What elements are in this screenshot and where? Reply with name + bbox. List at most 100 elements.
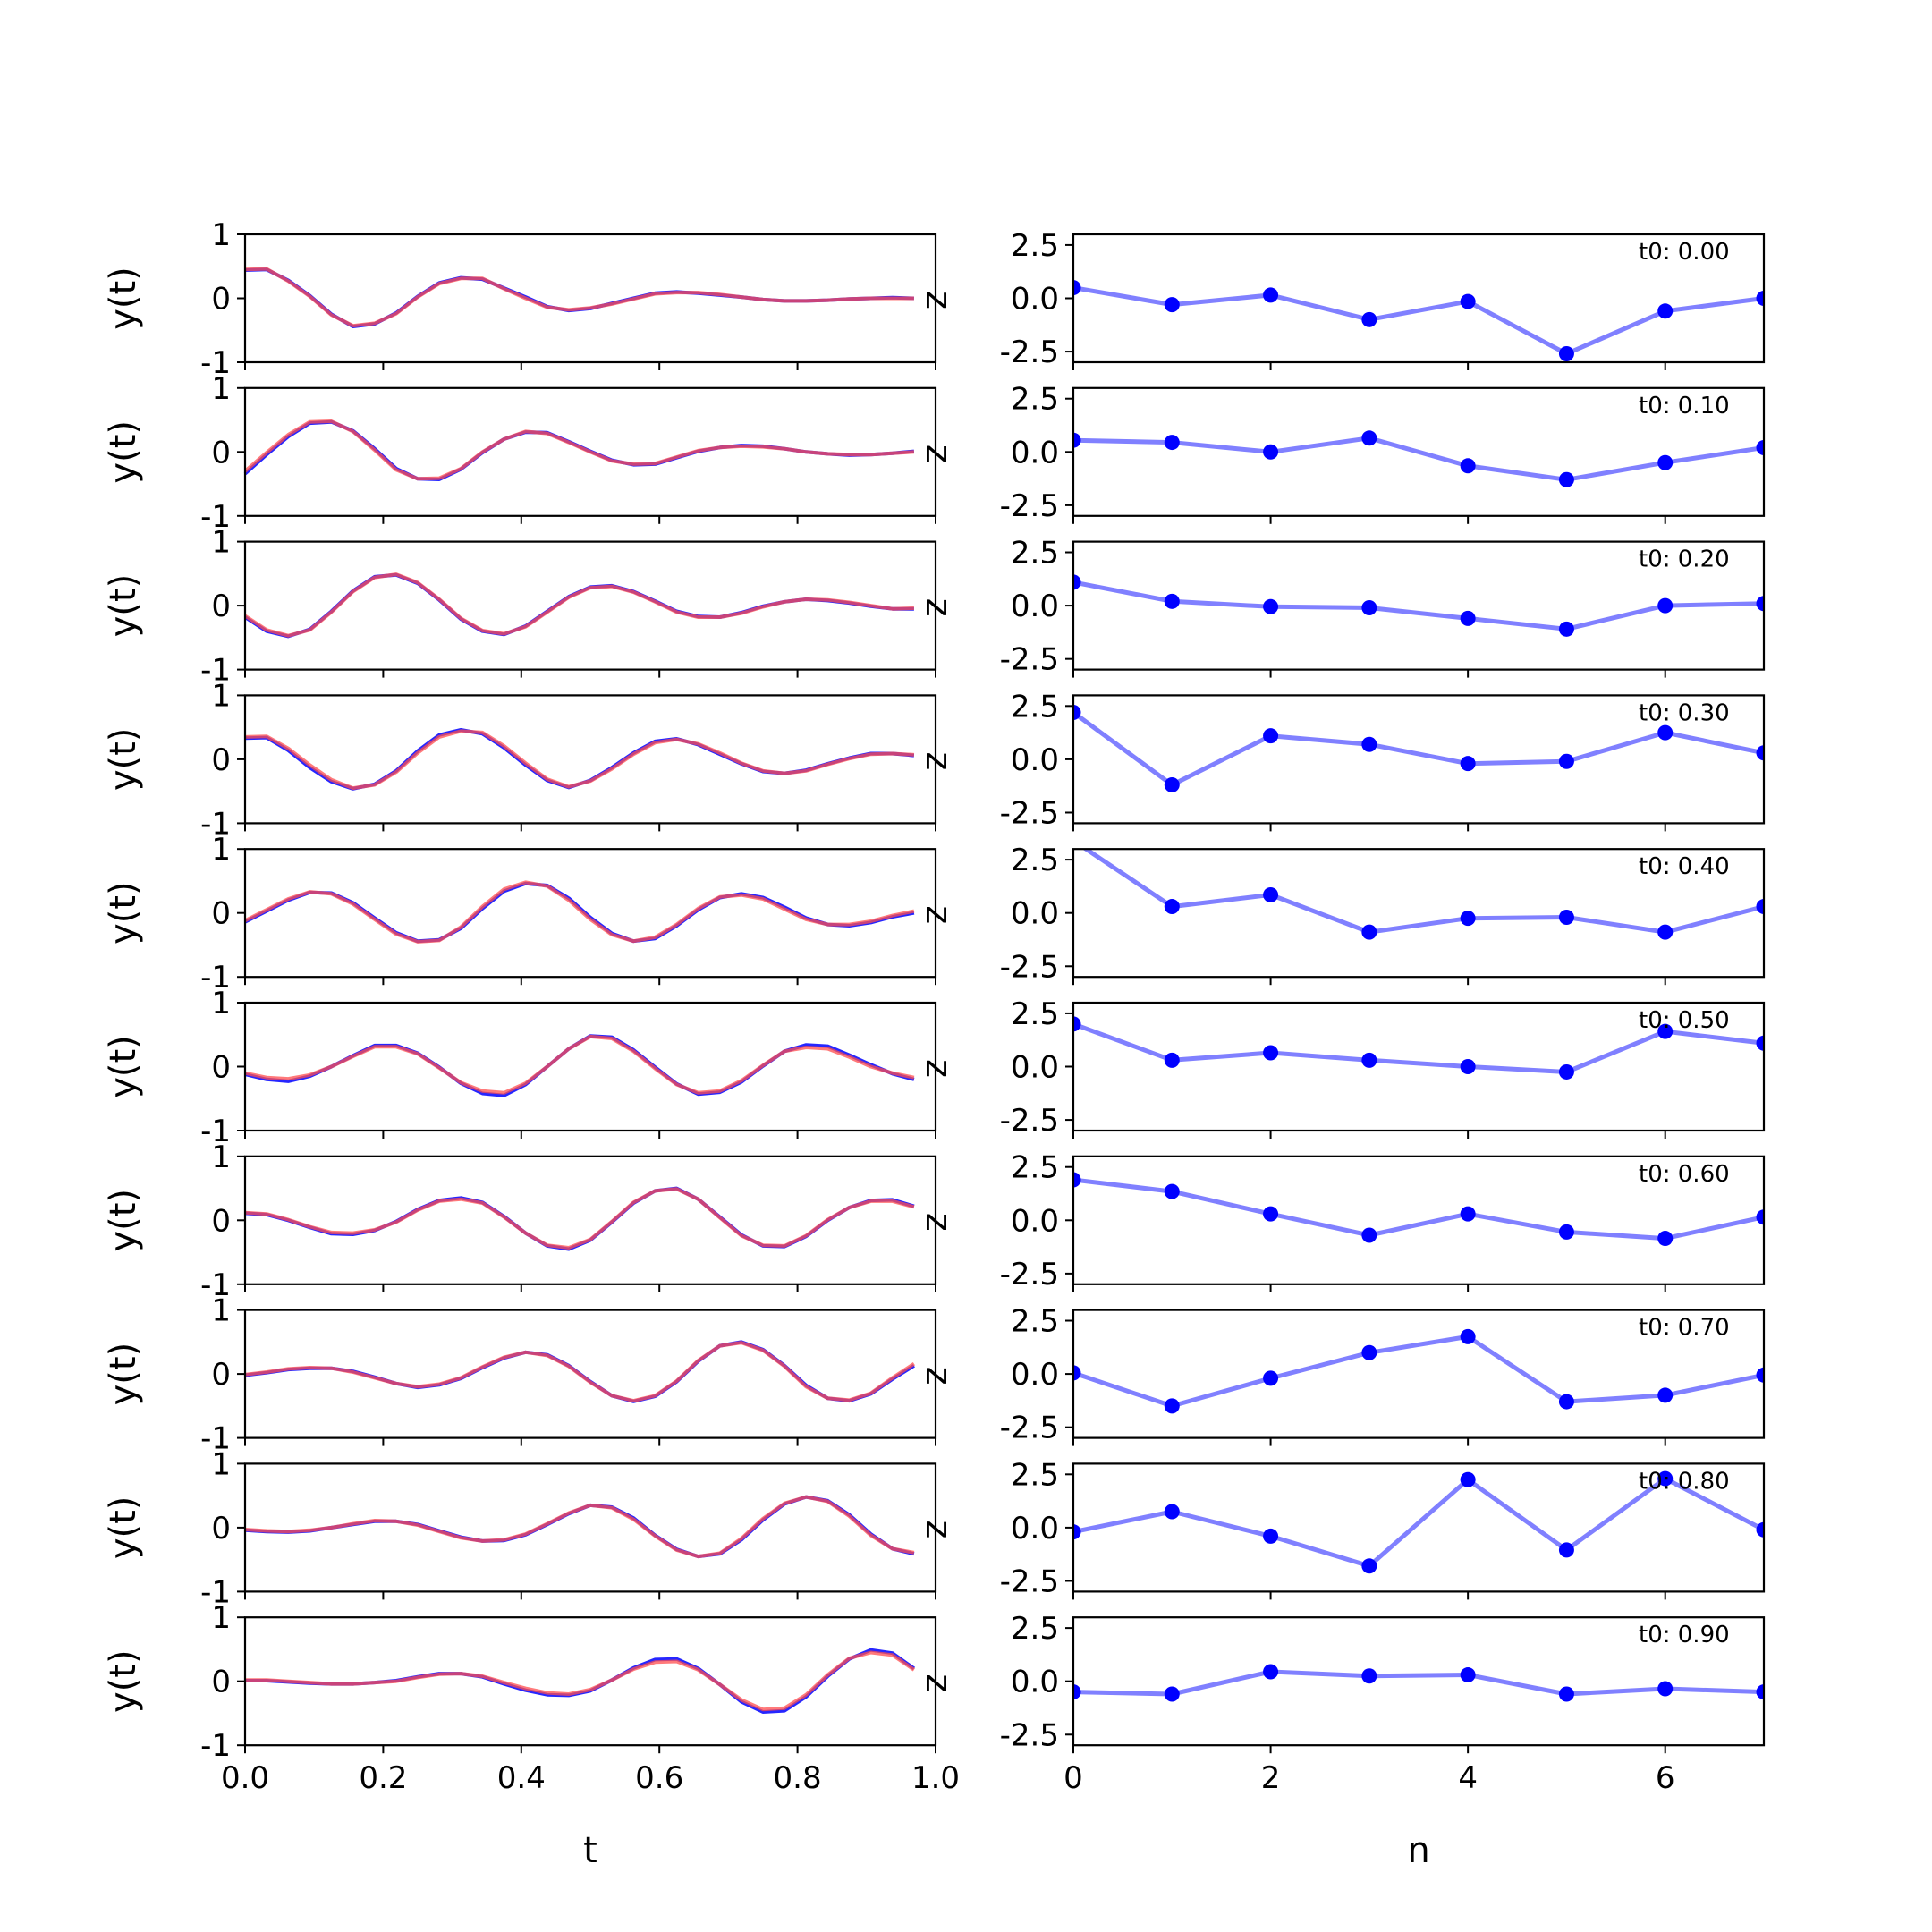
signal-panel-frame	[243, 694, 937, 825]
coefficient-marker	[1756, 1367, 1764, 1383]
y-tick-label: 1	[211, 217, 231, 253]
y-tick-label: -1	[200, 1728, 231, 1764]
t0-annotation: t0: 0.90	[1639, 1622, 1730, 1648]
coefficient-plot-area	[1073, 1016, 1764, 1080]
coefficient-marker	[1263, 287, 1279, 303]
y-tick-label: -2.5	[1000, 949, 1059, 985]
y-tick-label: 2.5	[1011, 689, 1059, 724]
y-axis-label: y(t)	[103, 881, 144, 945]
signal-panel: 1 0 -1 y(t) z	[103, 1140, 959, 1303]
coefficient-marker	[1460, 1471, 1476, 1487]
coefficient-marker	[1361, 736, 1377, 752]
t0-annotation: t0: 0.40	[1639, 853, 1730, 880]
estimate-line	[244, 1341, 915, 1403]
estimate-line	[244, 1187, 915, 1250]
y-tick-label: 0.0	[1011, 589, 1059, 624]
y-tick-label: 0	[211, 589, 231, 624]
coefficient-panel: 2.5 0.0 -2.50 2 4 6 t0: 0.90	[1000, 1611, 1766, 1796]
y-tick-label: 0	[211, 282, 231, 318]
y-tick-label: -2.5	[1000, 1257, 1059, 1292]
coefficient-marker	[1558, 753, 1574, 769]
coefficient-marker	[1657, 1231, 1674, 1247]
coefficient-panel: 2.5 0.0 -2.5 t0: 0.00	[1000, 228, 1766, 370]
y-tick-label: -1	[200, 1574, 231, 1610]
coefficient-plot-area	[1073, 704, 1764, 792]
coefficient-marker	[1657, 454, 1674, 470]
coefficient-marker	[1073, 280, 1081, 296]
y-axis-label: y(t)	[103, 1035, 144, 1098]
y-tick-label: 1	[211, 371, 231, 407]
y-axis-label: y(t)	[103, 1496, 144, 1560]
estimate-line	[244, 1034, 915, 1095]
x-tick-label: 0.6	[635, 1760, 683, 1796]
coefficient-marker	[1657, 1023, 1674, 1039]
signal-panel-frame	[243, 848, 937, 979]
coefficient-marker	[1460, 1328, 1476, 1344]
t0-annotation: t0: 0.50	[1639, 1007, 1730, 1034]
coefficient-marker	[1263, 886, 1279, 902]
y-tick-label: -1	[200, 1421, 231, 1457]
y-tick-label: -1	[200, 1114, 231, 1149]
y-tick-label: -1	[200, 960, 231, 996]
coefficient-marker	[1263, 1664, 1279, 1680]
true-line	[244, 1034, 915, 1097]
coefficient-marker	[1657, 1681, 1674, 1697]
true-line	[243, 572, 914, 639]
y-tick-label: 0	[211, 1357, 231, 1393]
estimate-line	[243, 572, 914, 638]
coefficient-marker	[1263, 1370, 1279, 1386]
coefficient-marker	[1756, 1684, 1764, 1700]
coefficient-line	[1081, 849, 1764, 935]
coefficient-line	[1073, 1334, 1764, 1409]
coefficient-marker	[1164, 1686, 1180, 1702]
coefficient-marker	[1073, 432, 1081, 448]
coefficient-line	[1073, 1669, 1764, 1697]
x-tick-label: 2	[1261, 1760, 1281, 1796]
true-line	[245, 1648, 916, 1714]
y-tick-label: -2.5	[1000, 1717, 1059, 1753]
coefficient-panel: 2.5 0.0 -2.5 t0: 0.80	[1000, 1457, 1766, 1599]
signal-panel-frame	[243, 1155, 937, 1285]
x-tick-label: 0.2	[359, 1760, 407, 1796]
t0-annotation: t0: 0.10	[1639, 393, 1730, 419]
coefficient-marker	[1657, 597, 1674, 614]
coefficient-marker	[1361, 924, 1377, 940]
coefficient-marker	[1073, 1684, 1081, 1700]
coefficient-marker	[1756, 899, 1764, 915]
signal-panel: 1 0 -1 y(t) z	[103, 217, 959, 381]
y-tick-label: 0	[211, 896, 231, 932]
coefficient-marker	[1756, 1035, 1764, 1051]
y-tick-label: -1	[200, 1267, 231, 1303]
y-tick-label: 0	[211, 1050, 231, 1086]
coefficient-marker	[1657, 924, 1674, 940]
coefficient-marker	[1460, 756, 1476, 772]
coefficient-panel: 2.5 0.0 -2.5 t0: 0.40	[1000, 843, 1766, 985]
signal-panel: 1 0 -1 y(t) z	[103, 371, 959, 535]
signal-panel-frame	[243, 1616, 937, 1747]
estimate-line	[244, 1495, 915, 1559]
coefficient-marker	[1361, 1558, 1377, 1574]
signal-panel: 1 0 -1 y(t) z	[103, 1293, 959, 1457]
coefficient-plot-area	[1073, 574, 1764, 637]
coefficient-marker	[1361, 1344, 1377, 1360]
coefficient-marker	[1164, 435, 1180, 451]
y-tick-label: 0.0	[1011, 1203, 1059, 1239]
coefficient-line	[1073, 580, 1764, 631]
coefficient-marker	[1558, 471, 1574, 487]
coefficient-marker	[1657, 724, 1674, 741]
coefficient-marker	[1558, 909, 1574, 925]
coefficient-marker	[1460, 458, 1476, 474]
y-tick-label: -1	[200, 653, 231, 689]
y-tick-label: 1	[211, 525, 231, 561]
coefficient-line	[1073, 1476, 1764, 1569]
coefficient-marker	[1073, 1016, 1081, 1032]
x-axis-label-n: n	[1407, 1830, 1429, 1871]
t0-annotation: t0: 0.70	[1639, 1315, 1730, 1342]
coefficient-marker	[1460, 293, 1476, 309]
estimate-line	[244, 729, 915, 791]
coefficient-marker	[1558, 1394, 1574, 1410]
coefficient-line	[1073, 1021, 1764, 1074]
y-tick-label: -2.5	[1000, 795, 1059, 831]
coefficient-panel: 2.5 0.0 -2.5 t0: 0.70	[1000, 1304, 1766, 1446]
x-tick-label: 0.4	[497, 1760, 546, 1796]
